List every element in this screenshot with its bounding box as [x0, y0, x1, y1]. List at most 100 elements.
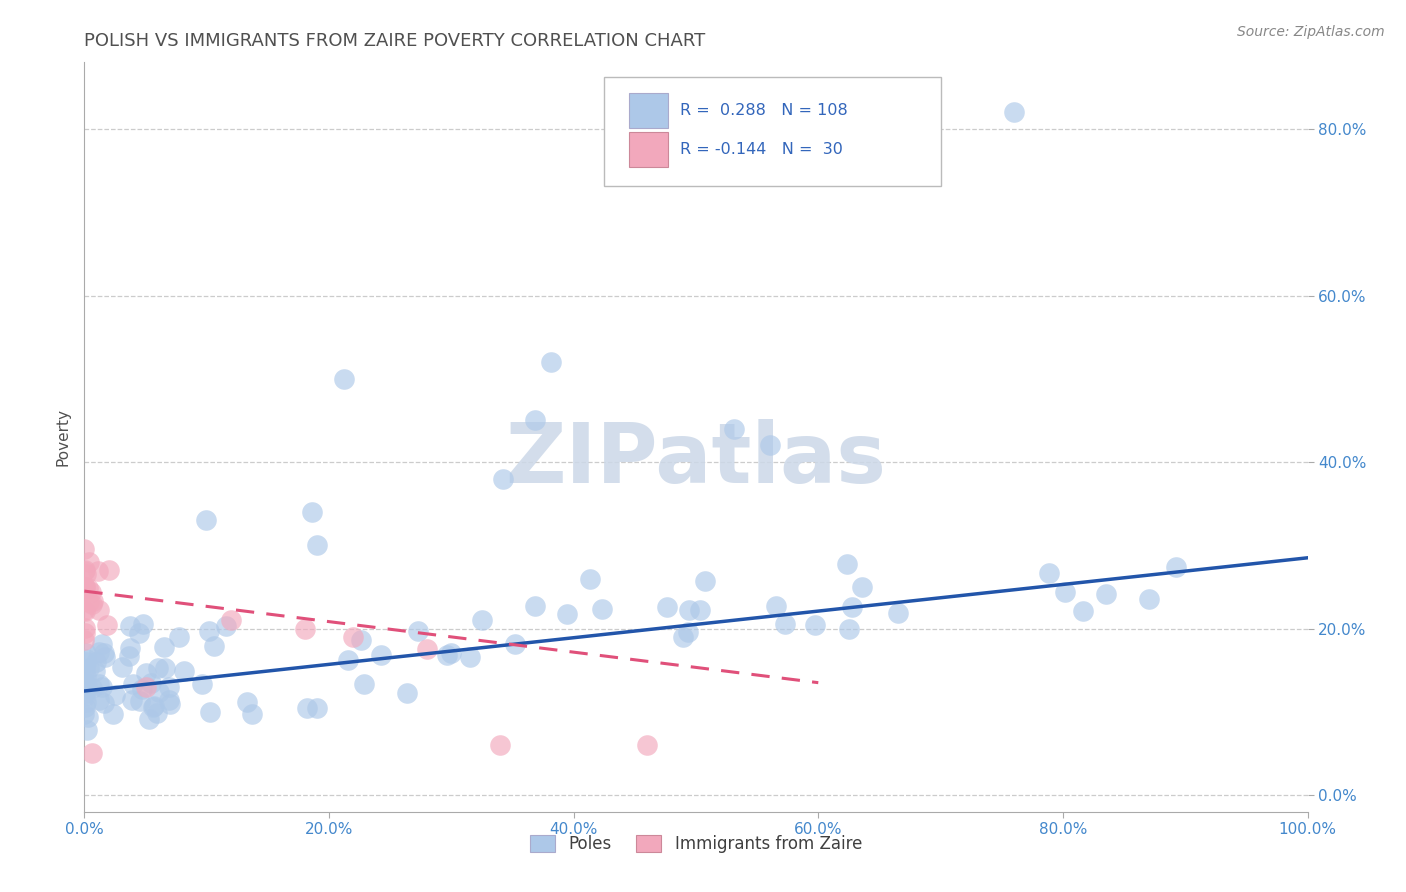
Point: [489, 738, 512, 752]
Point: [91, 680, 114, 694]
Point: [301, 505, 323, 519]
Point: [773, 617, 796, 632]
Point: [837, 557, 859, 571]
Point: [342, 630, 364, 644]
Point: [191, 677, 214, 691]
Point: [138, 712, 160, 726]
Point: [75, 669, 97, 683]
Point: [75, 655, 97, 669]
Point: [75, 695, 97, 709]
Point: [93, 696, 115, 710]
Point: [838, 622, 860, 636]
Point: [197, 624, 219, 639]
Point: [121, 676, 143, 690]
Point: [75, 566, 97, 581]
Point: [332, 372, 354, 386]
Point: [91, 637, 114, 651]
Point: [73, 564, 96, 578]
Point: [135, 665, 157, 680]
Point: [87, 645, 110, 659]
Point: [305, 701, 328, 715]
Text: ZIPatlas: ZIPatlas: [506, 419, 886, 500]
Point: [83, 664, 105, 678]
Point: [851, 580, 873, 594]
Point: [159, 697, 181, 711]
Point: [440, 646, 463, 660]
Point: [75, 652, 97, 666]
Point: [75, 700, 97, 714]
Point: [1166, 559, 1188, 574]
Point: [540, 355, 562, 369]
Point: [678, 624, 700, 639]
Point: [578, 572, 600, 586]
Point: [803, 617, 825, 632]
Point: [73, 686, 96, 700]
Point: [120, 619, 142, 633]
Point: [75, 646, 97, 660]
Point: [765, 599, 787, 613]
Point: [135, 680, 157, 694]
Y-axis label: Poverty: Poverty: [55, 408, 70, 467]
Point: [416, 642, 439, 657]
Text: R =  0.288   N = 108: R = 0.288 N = 108: [681, 103, 848, 118]
Point: [103, 688, 125, 702]
Point: [1002, 105, 1025, 120]
Point: [121, 693, 143, 707]
Point: [678, 603, 700, 617]
Point: [77, 555, 100, 569]
Text: Source: ZipAtlas.com: Source: ZipAtlas.com: [1237, 25, 1385, 39]
Point: [73, 626, 96, 640]
Point: [406, 624, 429, 639]
Point: [94, 650, 117, 665]
Point: [77, 661, 100, 675]
Point: [73, 603, 96, 617]
Point: [73, 582, 96, 596]
Point: [219, 613, 242, 627]
Point: [242, 706, 264, 721]
Point: [294, 622, 316, 636]
Point: [75, 681, 97, 695]
Point: [77, 710, 100, 724]
Point: [353, 676, 375, 690]
Point: [758, 438, 780, 452]
Point: [87, 565, 110, 579]
Point: [76, 679, 98, 693]
Point: [689, 603, 711, 617]
Text: POLISH VS IMMIGRANTS FROM ZAIRE POVERTY CORRELATION CHART: POLISH VS IMMIGRANTS FROM ZAIRE POVERTY …: [84, 32, 706, 50]
Point: [1053, 585, 1076, 599]
Point: [471, 613, 494, 627]
Point: [436, 648, 458, 662]
Point: [153, 640, 176, 654]
Point: [128, 625, 150, 640]
Point: [194, 513, 217, 527]
Point: [80, 584, 103, 599]
Point: [492, 472, 515, 486]
Point: [1038, 566, 1060, 580]
Point: [73, 542, 96, 557]
Point: [129, 694, 152, 708]
Point: [1137, 591, 1160, 606]
Point: [87, 693, 110, 707]
Point: [73, 674, 96, 689]
Point: [73, 580, 96, 594]
Point: [202, 640, 225, 654]
Point: [336, 653, 359, 667]
FancyBboxPatch shape: [628, 93, 668, 128]
Point: [200, 705, 222, 719]
Point: [505, 637, 527, 651]
Point: [523, 599, 546, 613]
Point: [131, 681, 153, 696]
Point: [132, 616, 155, 631]
Text: R = -0.144   N =  30: R = -0.144 N = 30: [681, 142, 844, 157]
Point: [77, 595, 100, 609]
FancyBboxPatch shape: [605, 78, 941, 186]
Point: [148, 685, 170, 699]
Point: [73, 690, 96, 704]
Legend: Poles, Immigrants from Zaire: Poles, Immigrants from Zaire: [523, 828, 869, 860]
Point: [350, 633, 373, 648]
Point: [82, 597, 104, 611]
Point: [141, 676, 163, 690]
Point: [73, 706, 96, 721]
Point: [118, 648, 141, 663]
Point: [80, 747, 103, 761]
